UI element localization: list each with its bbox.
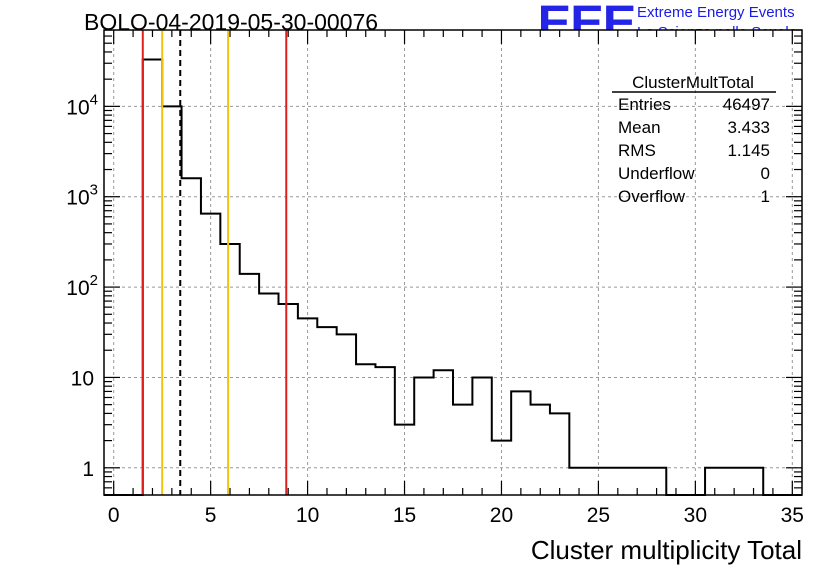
stats-row-value: 0 [761, 164, 770, 183]
histogram-bin [201, 214, 220, 495]
y-tick-label: 102 [66, 272, 98, 300]
histogram-bin [220, 244, 239, 495]
y-tick-label: 104 [66, 91, 98, 119]
histogram-bin [298, 318, 317, 495]
x-tick-label: 10 [296, 504, 319, 527]
histogram-bin [337, 334, 356, 495]
x-tick-label: 0 [108, 504, 120, 527]
histogram-bin [434, 370, 453, 495]
y-tick-label: 103 [66, 182, 98, 210]
logo-subtitle-1: Extreme Energy Events [637, 4, 795, 21]
stats-row-label: Underflow [618, 164, 695, 183]
histogram-bin [259, 293, 278, 495]
stats-row-value: 3.433 [727, 118, 770, 137]
x-tick-label: 15 [393, 504, 416, 527]
stats-row-label: Entries [618, 95, 671, 114]
histogram-bin [550, 413, 569, 495]
stats-box-title: ClusterMultTotal [632, 73, 754, 92]
y-tick-label: 1 [82, 458, 94, 481]
stats-row-value: 1 [761, 187, 770, 206]
histogram-bin [531, 405, 550, 495]
histogram-bin [162, 106, 181, 495]
stats-row-value: 46497 [723, 95, 770, 114]
x-tick-label: 35 [781, 504, 804, 527]
histogram-bin [356, 364, 375, 495]
plot-area [104, 30, 802, 495]
histogram-bin [317, 327, 336, 495]
histogram-bin [143, 60, 162, 495]
x-tick-label: 5 [205, 504, 217, 527]
x-tick-label: 25 [587, 504, 610, 527]
histogram-series [104, 58, 802, 496]
stats-row-label: Mean [618, 118, 661, 137]
histogram-bin [182, 178, 201, 495]
histogram-bin [453, 405, 472, 495]
x-tick-label: 30 [684, 504, 707, 527]
y-tick-label: 10 [71, 367, 94, 390]
stats-row-label: Overflow [618, 187, 686, 206]
stats-row-value: 1.145 [727, 141, 770, 160]
histogram-bin [240, 274, 259, 495]
histogram-bin [472, 377, 491, 495]
histogram-bin [279, 304, 298, 495]
x-tick-label: 20 [490, 504, 513, 527]
x-axis-label: Cluster multiplicity Total [531, 535, 802, 565]
stats-row-label: RMS [618, 141, 656, 160]
histogram-bin [511, 391, 530, 495]
plot-frame [103, 29, 803, 496]
histogram-bin [414, 377, 433, 495]
histogram-bin [375, 367, 394, 495]
